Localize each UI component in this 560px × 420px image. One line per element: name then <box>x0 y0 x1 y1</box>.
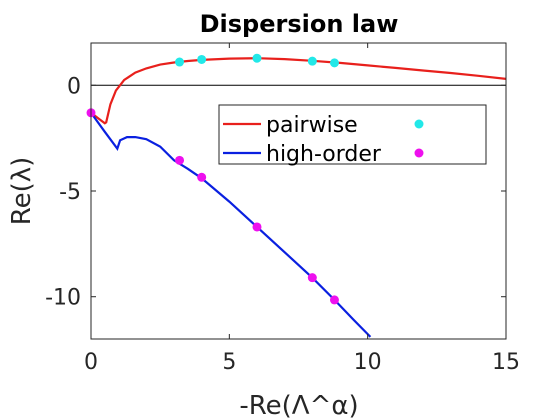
chart-title: Dispersion law <box>200 10 399 38</box>
legend-marker-1 <box>414 148 424 158</box>
plot-frame <box>90 42 507 340</box>
scatter-point-2-1 <box>197 54 207 64</box>
plot-marks <box>86 53 506 338</box>
x-tick-label: 0 <box>84 350 98 375</box>
x-tick-label: 10 <box>354 350 382 375</box>
scatter-point-3-3 <box>252 222 262 232</box>
y-axis-label: Re(λ) <box>7 157 37 226</box>
legend: pairwise high-order <box>218 104 487 167</box>
series-line-pairwise <box>91 57 506 125</box>
legend-marker-0 <box>414 119 424 129</box>
y-tick-label: -5 <box>59 180 81 205</box>
y-tick-label: 0 <box>67 74 81 99</box>
scatter-point-2-0 <box>175 57 185 67</box>
scatter-point-3-2 <box>197 172 207 182</box>
axis-ticks: 0 5 10 15 0 -5 -10 <box>45 43 520 375</box>
scatter-point-3-4 <box>307 273 317 283</box>
legend-label-pairwise: pairwise <box>266 113 358 138</box>
scatter-point-3-1 <box>175 155 185 165</box>
y-tick-label: -10 <box>45 286 81 311</box>
x-tick-label: 5 <box>222 350 236 375</box>
scatter-point-3-5 <box>329 295 339 305</box>
x-axis-label: -Re(Λ^α) <box>239 391 358 420</box>
scatter-point-2-2 <box>252 53 262 63</box>
legend-box <box>218 104 487 165</box>
legend-label-high-order: high-order <box>266 142 382 167</box>
scatter-point-2-4 <box>329 58 339 68</box>
x-tick-label: 15 <box>492 350 520 375</box>
scatter-point-2-3 <box>307 56 317 66</box>
